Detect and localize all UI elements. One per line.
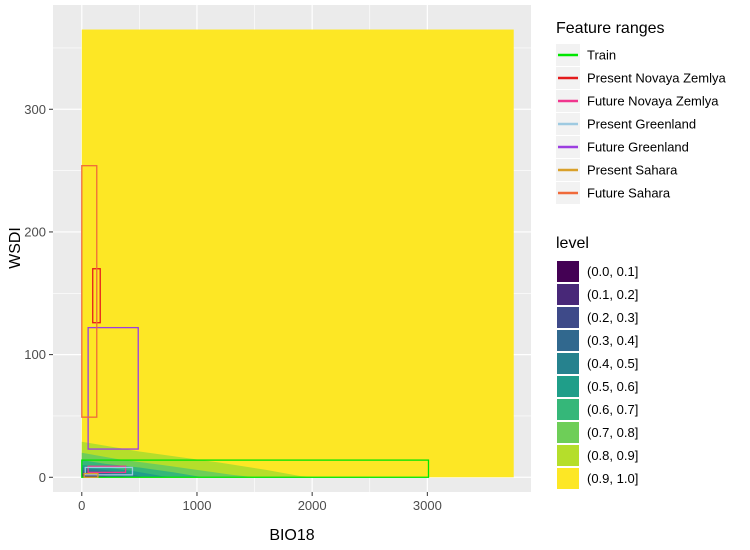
legend-level: level (0.0, 0.1] (0.1, 0.2] (0.2, 0.3] (0.3…	[556, 235, 638, 489]
y-tick-label: 200	[24, 224, 46, 239]
y-tick-label: 300	[24, 102, 46, 117]
axes: 0 1000 2000 3000 0 100 200 300	[24, 102, 442, 513]
legend-label-4: Future Greenland	[587, 140, 689, 155]
y-axis-title: WSDI	[7, 227, 24, 269]
legend-level-swatch-4	[557, 353, 579, 374]
legend-label-1: Present Novaya Zemlya	[587, 71, 726, 86]
x-tick-label: 0	[78, 498, 85, 513]
legend-level-label-5: (0.5, 0.6]	[587, 379, 638, 394]
legend-label-0: Train	[587, 48, 616, 63]
legend-label-2: Future Novaya Zemlya	[587, 94, 719, 109]
legend-label-5: Present Sahara	[587, 163, 678, 178]
legend-level-label-7: (0.7, 0.8]	[587, 425, 638, 440]
legend-level-label-1: (0.1, 0.2]	[587, 287, 638, 302]
legend-feature-ranges: Feature ranges Train Present Novaya Zemly…	[556, 20, 726, 204]
legend-level-swatch-5	[557, 376, 579, 397]
legend-feature-ranges-title: Feature ranges	[556, 20, 665, 37]
legend-label-6: Future Sahara	[587, 186, 671, 201]
probability-surface	[81, 29, 514, 478]
x-axis-title: BIO18	[269, 527, 314, 544]
y-tick-label: 0	[39, 470, 46, 485]
legend-level-swatch-2	[557, 307, 579, 328]
surface-level-0.9-1.0	[81, 29, 514, 478]
range-box-5	[83, 472, 99, 478]
x-tick-label: 1000	[183, 498, 212, 513]
legend-level-label-8: (0.8, 0.9]	[587, 448, 638, 463]
x-tick-label: 2000	[298, 498, 327, 513]
range-box-6	[81, 165, 98, 418]
legend-level-title: level	[556, 235, 589, 252]
legend-level-swatch-6	[557, 399, 579, 420]
range-box-4	[87, 326, 139, 450]
range-box-3	[84, 466, 134, 476]
x-tick-label: 3000	[413, 498, 442, 513]
legend-level-label-4: (0.4, 0.5]	[587, 356, 638, 371]
legend-level-label-6: (0.6, 0.7]	[587, 402, 638, 417]
legend-level-swatch-9	[557, 468, 579, 489]
legend-level-swatch-7	[557, 422, 579, 443]
legend-level-label-9: (0.9, 1.0]	[587, 471, 638, 486]
range-box-0	[81, 459, 430, 478]
legend-level-label-2: (0.2, 0.3]	[587, 310, 638, 325]
feature-range-boxes	[81, 165, 430, 478]
legend-level-swatch-0	[557, 261, 579, 282]
legend-level-label-0: (0.0, 0.1]	[587, 264, 638, 279]
legend-level-swatch-8	[557, 445, 579, 466]
legend-level-swatch-3	[557, 330, 579, 351]
legend-level-swatch-1	[557, 284, 579, 305]
legend-label-3: Present Greenland	[587, 117, 696, 132]
range-box-2	[87, 465, 127, 474]
y-tick-label: 100	[24, 347, 46, 362]
legend-level-label-3: (0.3, 0.4]	[587, 333, 638, 348]
